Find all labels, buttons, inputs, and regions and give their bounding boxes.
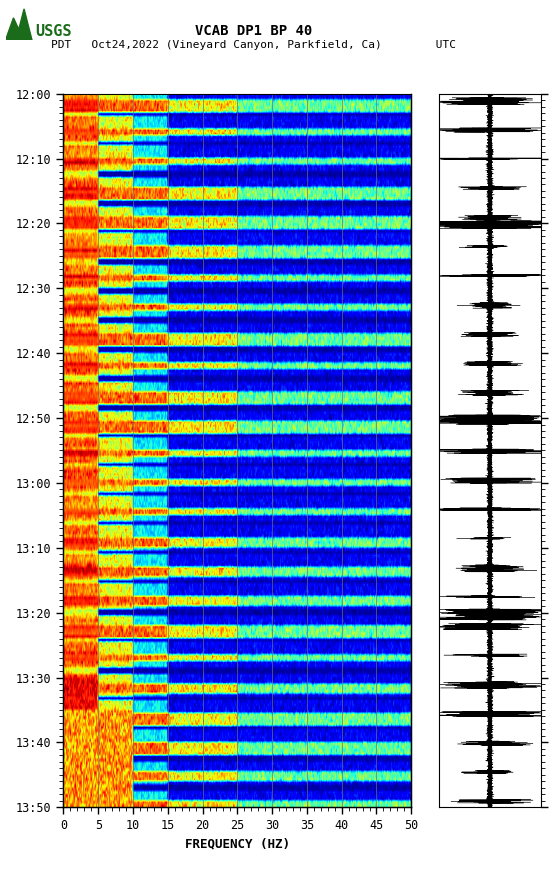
Text: USGS: USGS xyxy=(35,24,72,38)
Polygon shape xyxy=(6,9,32,40)
Text: PDT   Oct24,2022 (Vineyard Canyon, Parkfield, Ca)        UTC: PDT Oct24,2022 (Vineyard Canyon, Parkfie… xyxy=(51,39,457,50)
Text: VCAB DP1 BP 40: VCAB DP1 BP 40 xyxy=(195,24,312,38)
X-axis label: FREQUENCY (HZ): FREQUENCY (HZ) xyxy=(185,838,290,851)
